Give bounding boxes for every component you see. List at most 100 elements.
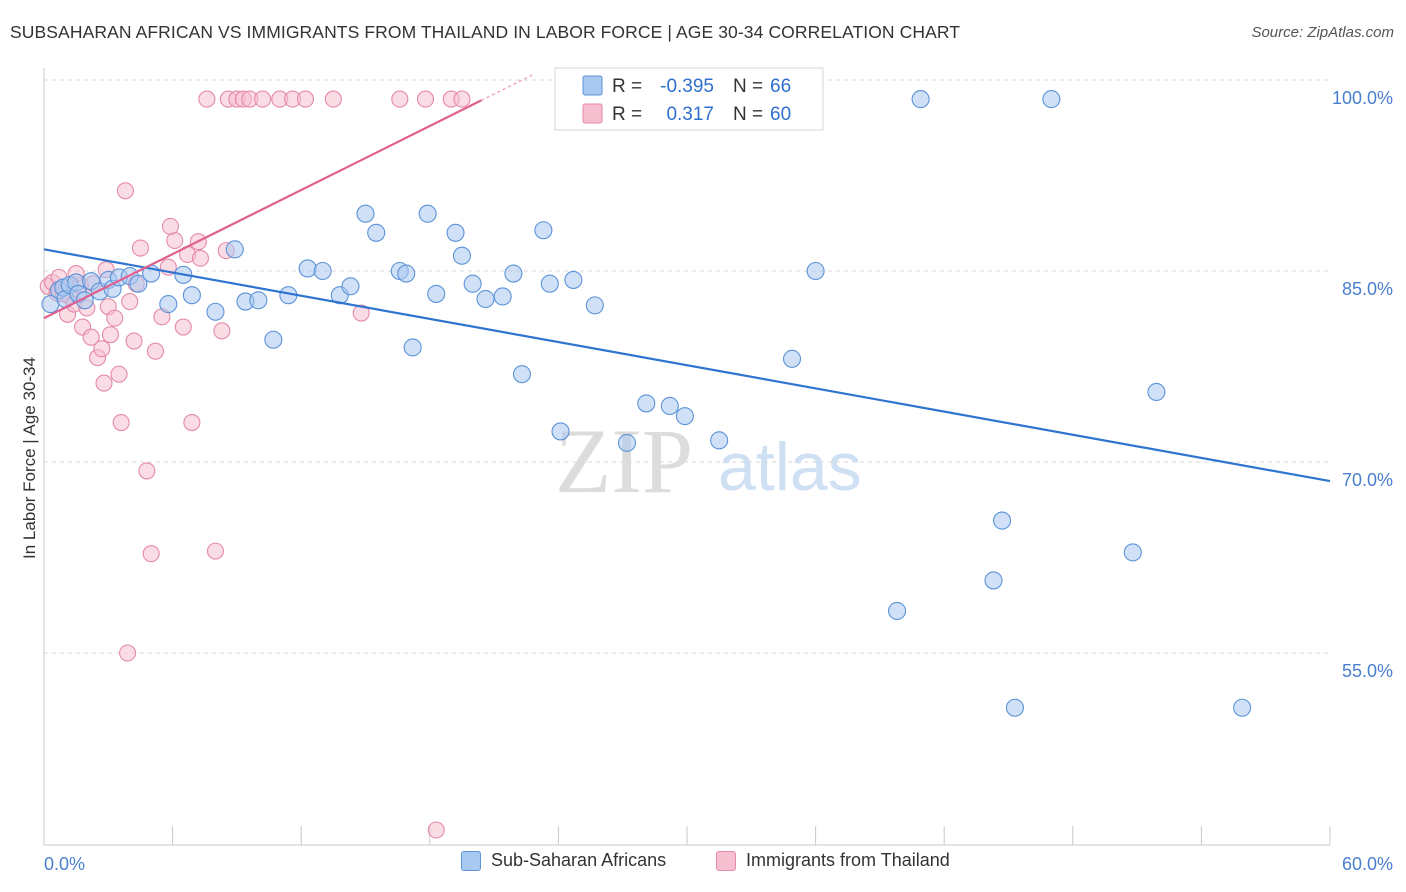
x-tick-label: 60.0% (1342, 854, 1393, 874)
subsaharan-point (159, 295, 178, 314)
subsaharan-point (476, 289, 495, 309)
legend-label-subsaharan: Sub-Saharan Africans (491, 850, 667, 870)
stats-n-value-1: 66 (770, 76, 791, 97)
thailand-point (146, 342, 165, 360)
subsaharan-point (1005, 698, 1024, 717)
legend-label-thailand: Immigrants from Thailand (746, 850, 950, 870)
thailand-point (198, 90, 216, 108)
thailand-point (119, 644, 137, 662)
thailand-point (93, 340, 111, 358)
stats-r-value-2: 0.317 (666, 104, 714, 125)
stats-r-label-1: R = (612, 76, 642, 97)
chart-title: SUBSAHARAN AFRICAN VS IMMIGRANTS FROM TH… (10, 22, 961, 42)
subsaharan-point (264, 330, 283, 349)
thailand-point (82, 328, 100, 346)
subsaharan-point (493, 287, 512, 306)
subsaharan-point (427, 284, 446, 303)
subsaharan-points (41, 90, 1252, 717)
thailand-point (125, 332, 143, 350)
thailand-points (39, 90, 471, 839)
subsaharan-point (710, 431, 729, 450)
stats-r-label-2: R = (612, 104, 642, 125)
stats-n-value-2: 60 (770, 104, 791, 125)
subsaharan-point (675, 407, 694, 426)
thailand-point (183, 413, 201, 432)
watermark-atlas: atlas (718, 429, 862, 505)
subsaharan-point (206, 302, 225, 321)
x-tick-label: 0.0% (44, 854, 85, 874)
subsaharan-point (446, 223, 465, 242)
subsaharan-point (993, 511, 1012, 530)
subsaharan-point (298, 259, 317, 278)
thailand-point (161, 217, 180, 235)
subsaharan-point (534, 221, 553, 240)
subsaharan-point (367, 223, 386, 242)
thailand-point (391, 90, 409, 108)
thailand-point (324, 90, 342, 108)
thailand-point (254, 90, 272, 108)
subsaharan-point (403, 338, 422, 357)
thailand-point (453, 90, 471, 108)
subsaharan-point (418, 204, 437, 223)
thailand-point (174, 318, 192, 336)
subsaharan-point (551, 422, 570, 441)
thailand-point (352, 304, 370, 322)
subsaharan-point (617, 433, 637, 452)
y-tick-label: 70.0% (1342, 470, 1393, 490)
thailand-point (116, 182, 134, 200)
subsaharan-point (313, 261, 332, 281)
y-tick-label: 100.0% (1332, 88, 1393, 108)
tick-labels: 100.0% 85.0% 70.0% 55.0% 0.0% 60.0% (44, 88, 1393, 874)
stats-swatch-blue (582, 75, 603, 96)
subsaharan-point (1233, 698, 1252, 717)
subsaharan-trend-line (43, 248, 1331, 483)
y-tick-label: 85.0% (1342, 279, 1393, 299)
stats-legend: R = -0.395 N = 66 R = 0.317 N = 60 (554, 67, 824, 131)
subsaharan-point (984, 571, 1003, 590)
subsaharan-point (356, 204, 375, 223)
thailand-point (101, 326, 119, 344)
stats-n-label-1: N = (733, 76, 763, 97)
thailand-point (416, 90, 435, 108)
stats-swatch-pink (582, 103, 603, 124)
legend-item-subsaharan: Sub-Saharan Africans (461, 850, 666, 871)
subsaharan-point (637, 394, 656, 413)
chart-source: Source: ZipAtlas.com (1251, 24, 1394, 41)
watermark-zip: ZIP (555, 410, 693, 512)
trend-lines (43, 73, 1331, 483)
thailand-point (112, 413, 130, 432)
thailand-point (138, 462, 156, 480)
subsaharan-point (452, 246, 472, 265)
thailand-point (121, 293, 139, 311)
subsaharan-point (182, 286, 201, 305)
thailand-point (131, 239, 149, 257)
axes (43, 68, 1331, 846)
subsaharan-point (540, 274, 559, 293)
thailand-point (206, 542, 225, 560)
subsaharan-point (504, 264, 523, 283)
thailand-point (213, 322, 231, 340)
subsaharan-point (660, 396, 679, 416)
thailand-point (110, 365, 128, 383)
thailand-point (191, 249, 210, 267)
thailand-trend-extension (480, 73, 536, 101)
thailand-point (106, 309, 124, 327)
y-tick-label: 55.0% (1342, 661, 1393, 681)
subsaharan-point (564, 270, 583, 289)
thailand-trend-line (43, 99, 482, 320)
subsaharan-point (129, 274, 148, 293)
stats-n-label-2: N = (733, 104, 763, 125)
zipatlas-watermark: ZIP atlas (555, 410, 862, 512)
subsaharan-point (806, 261, 825, 281)
subsaharan-point (1042, 90, 1061, 109)
subsaharan-point (512, 365, 532, 384)
thailand-point (95, 374, 113, 392)
subsaharan-point (782, 349, 802, 368)
legend-swatch-pink (716, 850, 736, 871)
subsaharan-point (225, 240, 244, 259)
subsaharan-point (1147, 382, 1166, 402)
subsaharan-point (585, 296, 604, 315)
series-legend: Sub-Saharan Africans Immigrants from Tha… (0, 850, 1406, 880)
subsaharan-point (341, 277, 360, 296)
